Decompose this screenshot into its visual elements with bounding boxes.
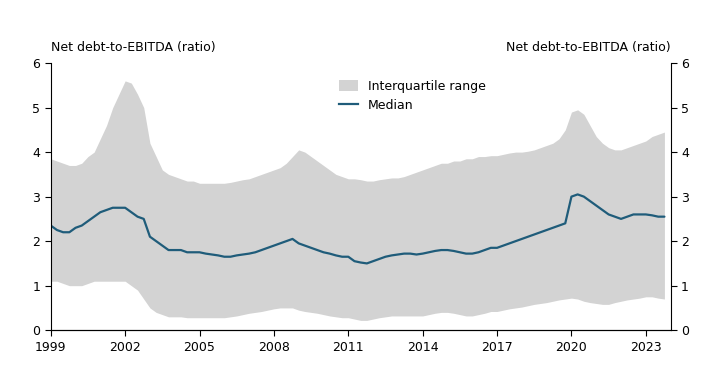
Legend: Interquartile range, Median: Interquartile range, Median bbox=[334, 75, 491, 117]
Text: Net debt-to-EBITDA (ratio): Net debt-to-EBITDA (ratio) bbox=[506, 41, 671, 54]
Text: Net debt-to-EBITDA (ratio): Net debt-to-EBITDA (ratio) bbox=[51, 41, 215, 54]
